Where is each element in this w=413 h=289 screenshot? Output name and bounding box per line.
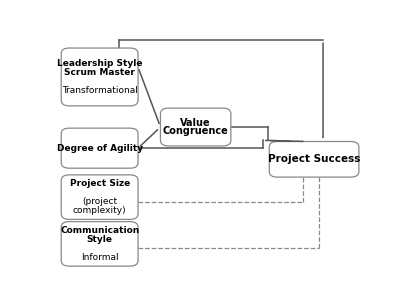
Text: Informal: Informal [81,253,119,262]
FancyArrowPatch shape [139,70,159,123]
Text: Transformational: Transformational [62,86,138,95]
Text: Congruence: Congruence [163,127,228,136]
Text: Value: Value [180,118,211,127]
Text: (project: (project [82,197,117,206]
FancyArrowPatch shape [140,130,157,146]
Text: Project Success: Project Success [268,154,360,164]
FancyBboxPatch shape [61,128,138,168]
FancyBboxPatch shape [269,142,359,177]
Text: Leadership Style: Leadership Style [57,59,142,68]
Text: Scrum Master: Scrum Master [64,68,135,77]
FancyBboxPatch shape [61,48,138,106]
Text: complexity): complexity) [73,206,126,215]
Text: Communication: Communication [60,226,139,235]
FancyBboxPatch shape [61,175,138,219]
Text: Project Size: Project Size [69,179,130,188]
Text: Style: Style [87,235,113,244]
FancyArrowPatch shape [271,140,290,141]
Text: Degree of Agility: Degree of Agility [57,144,143,153]
FancyBboxPatch shape [61,222,138,266]
FancyBboxPatch shape [160,108,231,146]
FancyArrowPatch shape [266,140,303,141]
